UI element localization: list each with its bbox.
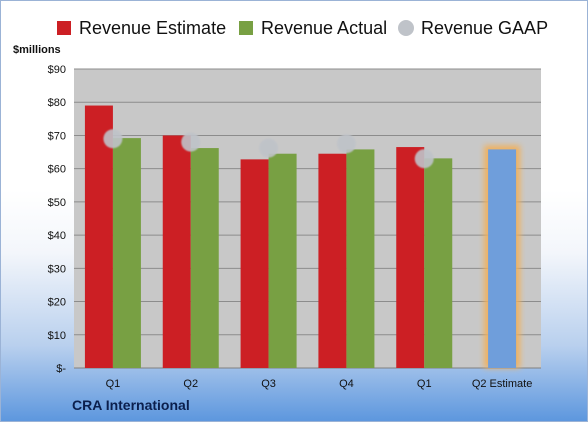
x-tick-label: Q2 (183, 378, 198, 390)
y-tick-label: $40 (48, 230, 66, 242)
bar-revenue-actual (268, 153, 297, 368)
plot-area (74, 69, 541, 368)
y-tick-label: $50 (48, 197, 66, 209)
bar-revenue-estimate (318, 153, 347, 368)
bar-revenue-forecast (488, 149, 517, 368)
x-tick-label: Q4 (339, 378, 354, 390)
legend-label-estimate: Revenue Estimate (79, 17, 227, 38)
bar-revenue-estimate (240, 159, 269, 368)
y-tick-label: $- (56, 363, 66, 375)
bar-revenue-estimate (162, 135, 191, 368)
dot-revenue-gaap (181, 132, 201, 152)
x-tick-label: Q3 (261, 378, 276, 390)
bar-revenue-actual (424, 158, 453, 368)
legend-item-actual: Revenue Actual (239, 13, 387, 43)
x-tick-label: Q2 Estimate (472, 378, 533, 390)
dot-revenue-gaap (259, 138, 279, 158)
bar-revenue-actual (112, 138, 141, 368)
dot-revenue-gaap (414, 149, 434, 169)
legend-label-gaap: Revenue GAAP (421, 17, 549, 38)
y-tick-label: $10 (48, 330, 66, 342)
dot-revenue-gaap (336, 134, 356, 154)
legend-swatch-actual (239, 21, 253, 35)
y-tick-label: $90 (48, 64, 66, 76)
legend: Revenue Estimate Revenue Actual Revenue … (1, 13, 587, 43)
y-tick-label: $30 (48, 263, 66, 275)
company-name: CRA International (72, 397, 190, 413)
legend-label-actual: Revenue Actual (261, 17, 388, 38)
legend-swatch-gaap (398, 20, 414, 36)
y-tick-label: $70 (48, 130, 66, 142)
bar-revenue-estimate (84, 105, 113, 369)
x-tick-label: Q1 (106, 378, 121, 390)
y-tick-label: $80 (48, 97, 66, 109)
legend-swatch-estimate (57, 21, 71, 35)
y-tick-label: $60 (48, 164, 66, 176)
bar-revenue-actual (190, 148, 219, 368)
dot-revenue-gaap (103, 129, 123, 149)
legend-item-gaap: Revenue GAAP (398, 13, 548, 43)
bar-revenue-actual (346, 149, 375, 368)
x-tick-label: Q1 (417, 378, 432, 390)
y-tick-label: $20 (48, 297, 66, 309)
bar-revenue-estimate (396, 147, 425, 368)
legend-item-estimate: Revenue Estimate (57, 13, 226, 43)
y-axis-unit-label: $millions (13, 44, 61, 56)
